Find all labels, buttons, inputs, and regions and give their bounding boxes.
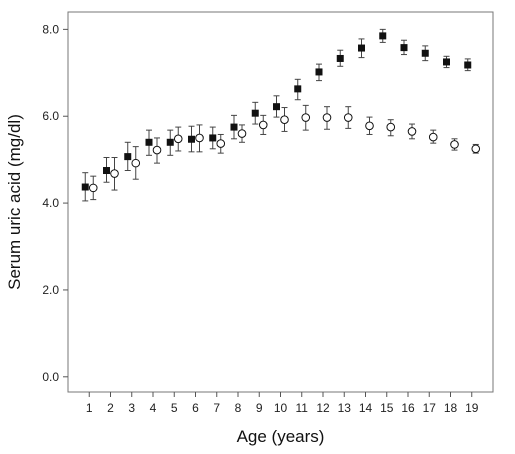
x-tick-label: 6 — [192, 401, 199, 415]
data-point-circle — [386, 122, 396, 132]
plot-area — [67, 11, 494, 393]
x-tick-label: 10 — [274, 401, 288, 415]
x-tick-label: 9 — [256, 401, 263, 415]
data-point-circle — [195, 133, 204, 143]
x-tick-label: 4 — [150, 401, 157, 415]
data-point-circle — [88, 183, 98, 193]
x-axis-title: Age (years) — [237, 427, 325, 446]
data-point-square — [443, 58, 450, 66]
x-tick-label: 11 — [296, 401, 309, 415]
data-point-circle — [471, 144, 481, 154]
data-point-square — [273, 103, 280, 111]
data-marks — [81, 28, 481, 202]
x-tick-label: 12 — [316, 401, 330, 415]
series-open-circles — [88, 104, 481, 201]
y-tick-label: 6.0 — [42, 109, 59, 123]
x-tick-label: 3 — [128, 401, 135, 415]
data-point-square — [166, 138, 174, 146]
data-point-square — [400, 44, 408, 52]
data-point-circle — [407, 127, 417, 136]
data-point-square — [251, 109, 259, 117]
x-tick-label: 2 — [107, 401, 114, 415]
x-axis: 1 2 3 4 5 6 7 8 9 10 11 12 13 14 15 16 17 18 19 — [86, 392, 479, 415]
y-axis-title: Serum uric acid (mg/dl) — [5, 114, 24, 290]
data-point-circle — [322, 113, 332, 122]
data-point-circle — [428, 132, 438, 142]
data-point-square — [145, 138, 153, 146]
x-tick-label: 19 — [465, 401, 479, 415]
x-tick-label: 7 — [213, 401, 220, 415]
data-point-square — [124, 153, 132, 161]
data-point-square — [358, 44, 365, 52]
data-point-square — [188, 135, 195, 143]
data-point-square — [103, 167, 110, 175]
data-point-circle — [110, 169, 119, 178]
data-point-square — [464, 61, 472, 69]
x-tick-label: 14 — [359, 401, 373, 415]
x-tick-label: 15 — [380, 401, 394, 415]
data-point-circle — [301, 113, 311, 122]
y-tick-label: 4.0 — [42, 196, 59, 210]
data-point-circle — [450, 140, 459, 149]
y-tick-label: 8.0 — [42, 22, 59, 36]
data-point-circle — [365, 121, 374, 131]
data-point-square — [209, 134, 217, 142]
y-tick-label: 2.0 — [42, 283, 59, 297]
y-axis: 0.0 2.0 4.0 6.0 8.0 — [42, 22, 68, 384]
x-tick-label: 8 — [235, 401, 242, 415]
x-tick-label: 1 — [86, 401, 93, 415]
x-tick-label: 5 — [171, 401, 178, 415]
data-point-circle — [131, 158, 141, 168]
y-tick-label: 0.0 — [42, 370, 59, 384]
data-point-square — [421, 49, 429, 57]
series-filled-squares — [81, 28, 472, 202]
data-point-circle — [173, 134, 183, 144]
data-point-circle — [237, 129, 247, 138]
x-tick-label: 18 — [444, 401, 458, 415]
plot-frame — [67, 11, 494, 393]
data-point-circle — [216, 139, 226, 148]
data-point-square — [81, 183, 89, 191]
data-point-square — [315, 68, 323, 76]
x-tick-label: 17 — [423, 401, 437, 415]
data-point-square — [336, 54, 344, 62]
x-tick-label: 13 — [338, 401, 352, 415]
data-point-square — [294, 85, 302, 93]
data-point-square — [230, 123, 238, 131]
data-point-circle — [152, 145, 162, 155]
x-tick-label: 16 — [401, 401, 415, 415]
data-point-square — [379, 32, 387, 40]
data-point-circle — [280, 115, 289, 125]
data-point-circle — [258, 120, 268, 130]
data-point-circle — [343, 113, 353, 122]
